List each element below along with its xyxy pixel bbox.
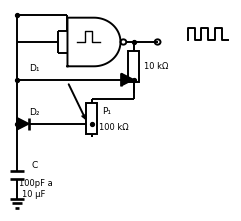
Bar: [86, 103, 97, 134]
Text: 100pF a: 100pF a: [19, 179, 53, 188]
Text: D₁: D₁: [29, 64, 40, 73]
Bar: [128, 51, 139, 82]
Polygon shape: [121, 73, 134, 86]
Text: D₂: D₂: [29, 108, 40, 117]
Polygon shape: [17, 118, 29, 130]
Text: C: C: [31, 161, 38, 170]
Polygon shape: [67, 18, 120, 66]
Text: 10 μF: 10 μF: [22, 190, 45, 199]
Text: 10 kΩ: 10 kΩ: [144, 62, 168, 71]
Text: 100 kΩ: 100 kΩ: [100, 123, 129, 131]
Text: P₁: P₁: [102, 107, 111, 116]
